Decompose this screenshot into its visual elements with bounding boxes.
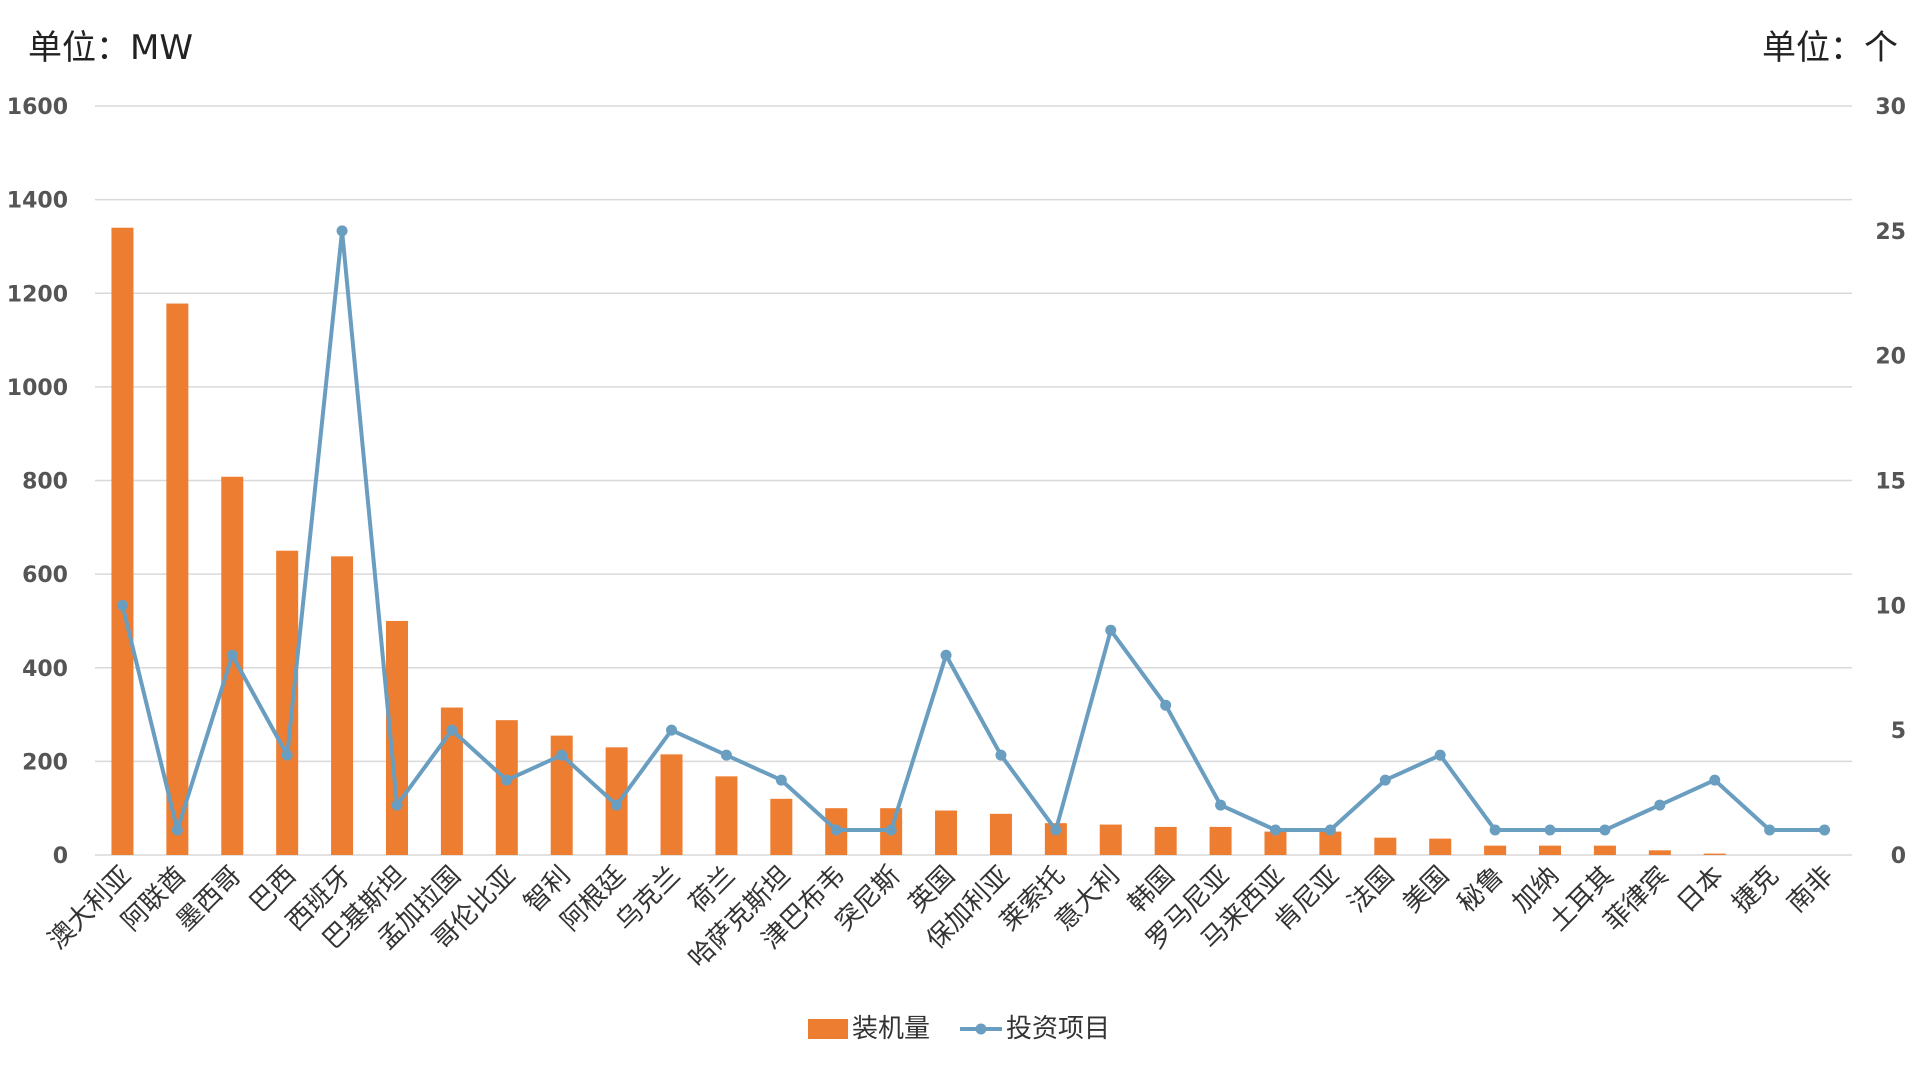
right-axis-unit: 单位：个 [1762, 28, 1898, 68]
bar-installed-capacity [166, 303, 189, 856]
category-label: 秘鲁 [1452, 861, 1510, 919]
category-label: 美国 [1397, 861, 1455, 919]
bar-installed-capacity [1539, 845, 1562, 855]
point-investment-projects [775, 774, 787, 786]
bar-installed-capacity [989, 813, 1012, 855]
point-investment-projects [171, 824, 183, 836]
point-investment-projects [1050, 824, 1062, 836]
point-investment-projects [556, 749, 568, 761]
bar-installed-capacity [1099, 824, 1122, 855]
left-axis-tick-label: 1600 [7, 95, 68, 120]
bar-installed-capacity [550, 735, 573, 855]
bar-installed-capacity [1209, 826, 1232, 855]
left-axis-tick-label: 0 [53, 844, 68, 869]
left-axis-tick-label: 600 [22, 563, 68, 588]
bar-installed-capacity [935, 810, 958, 855]
category-label: 日本 [1672, 861, 1730, 919]
legend-label-installed-capacity: 装机量 [852, 1014, 930, 1044]
right-axis-tick-label: 15 [1875, 470, 1906, 495]
bar-installed-capacity [1044, 823, 1067, 855]
point-investment-projects [391, 799, 403, 811]
bar-installed-capacity [1264, 831, 1287, 855]
point-investment-projects [446, 724, 458, 736]
bar-installed-capacity [111, 227, 134, 855]
point-investment-projects [1819, 824, 1831, 836]
point-investment-projects [1379, 774, 1391, 786]
point-investment-projects [1269, 824, 1281, 836]
left-axis-unit: 单位：MW [28, 28, 193, 68]
right-axis-tick-label: 20 [1875, 345, 1906, 370]
category-label: 法国 [1342, 861, 1400, 919]
point-investment-projects [1764, 824, 1776, 836]
point-investment-projects [116, 599, 128, 611]
left-axis-tick-label: 800 [22, 470, 68, 495]
legend-bar-swatch [808, 1019, 848, 1039]
bar-installed-capacity [1429, 838, 1452, 855]
point-investment-projects [995, 749, 1007, 761]
right-axis-tick-label: 30 [1875, 95, 1906, 120]
bar-installed-capacity [331, 556, 354, 855]
point-investment-projects [501, 774, 513, 786]
category-label: 南非 [1782, 861, 1840, 919]
point-investment-projects [885, 824, 897, 836]
legend-line-marker [975, 1023, 987, 1035]
bar-installed-capacity [440, 707, 463, 855]
point-investment-projects [226, 649, 238, 661]
bar-installed-capacity [1703, 853, 1726, 855]
point-investment-projects [336, 225, 348, 237]
left-axis-tick-label: 400 [22, 657, 68, 682]
point-investment-projects [720, 749, 732, 761]
category-label: 捷克 [1727, 861, 1785, 919]
left-axis-tick-label: 1000 [7, 376, 68, 401]
left-axis-tick-label: 1200 [7, 282, 68, 307]
bar-installed-capacity [770, 798, 793, 855]
bar-installed-capacity [221, 476, 244, 855]
right-axis-tick-label: 10 [1875, 594, 1906, 619]
point-investment-projects [1489, 824, 1501, 836]
point-investment-projects [1160, 699, 1172, 711]
point-investment-projects [940, 649, 952, 661]
point-investment-projects [1105, 624, 1117, 636]
point-investment-projects [1654, 799, 1666, 811]
right-axis-tick-label: 5 [1891, 719, 1906, 744]
left-axis-tick-label: 1400 [7, 189, 68, 214]
point-investment-projects [1709, 774, 1721, 786]
right-axis-tick-label: 25 [1875, 220, 1906, 245]
bar-installed-capacity [1648, 850, 1671, 855]
left-axis-tick-label: 200 [22, 750, 68, 775]
bar-installed-capacity [1374, 837, 1397, 855]
point-investment-projects [1544, 824, 1556, 836]
bar-installed-capacity [1593, 845, 1616, 855]
right-axis-tick-label: 0 [1891, 844, 1906, 869]
bar-installed-capacity [1319, 831, 1342, 855]
bar-installed-capacity [495, 720, 518, 855]
line-investment-projects [120, 228, 1825, 833]
bar-installed-capacity [1484, 845, 1507, 855]
point-investment-projects [611, 799, 623, 811]
bar-installed-capacity [276, 550, 299, 855]
point-investment-projects [1215, 799, 1227, 811]
bar-installed-capacity [715, 776, 738, 855]
legend-label-investment-projects: 投资项目 [1006, 1014, 1110, 1044]
point-investment-projects [1599, 824, 1611, 836]
point-investment-projects [1434, 749, 1446, 761]
bar-installed-capacity [1154, 826, 1177, 855]
point-investment-projects [666, 724, 678, 736]
bar-installed-capacity [660, 754, 683, 855]
point-investment-projects [281, 749, 293, 761]
point-investment-projects [1324, 824, 1336, 836]
point-investment-projects [830, 824, 842, 836]
